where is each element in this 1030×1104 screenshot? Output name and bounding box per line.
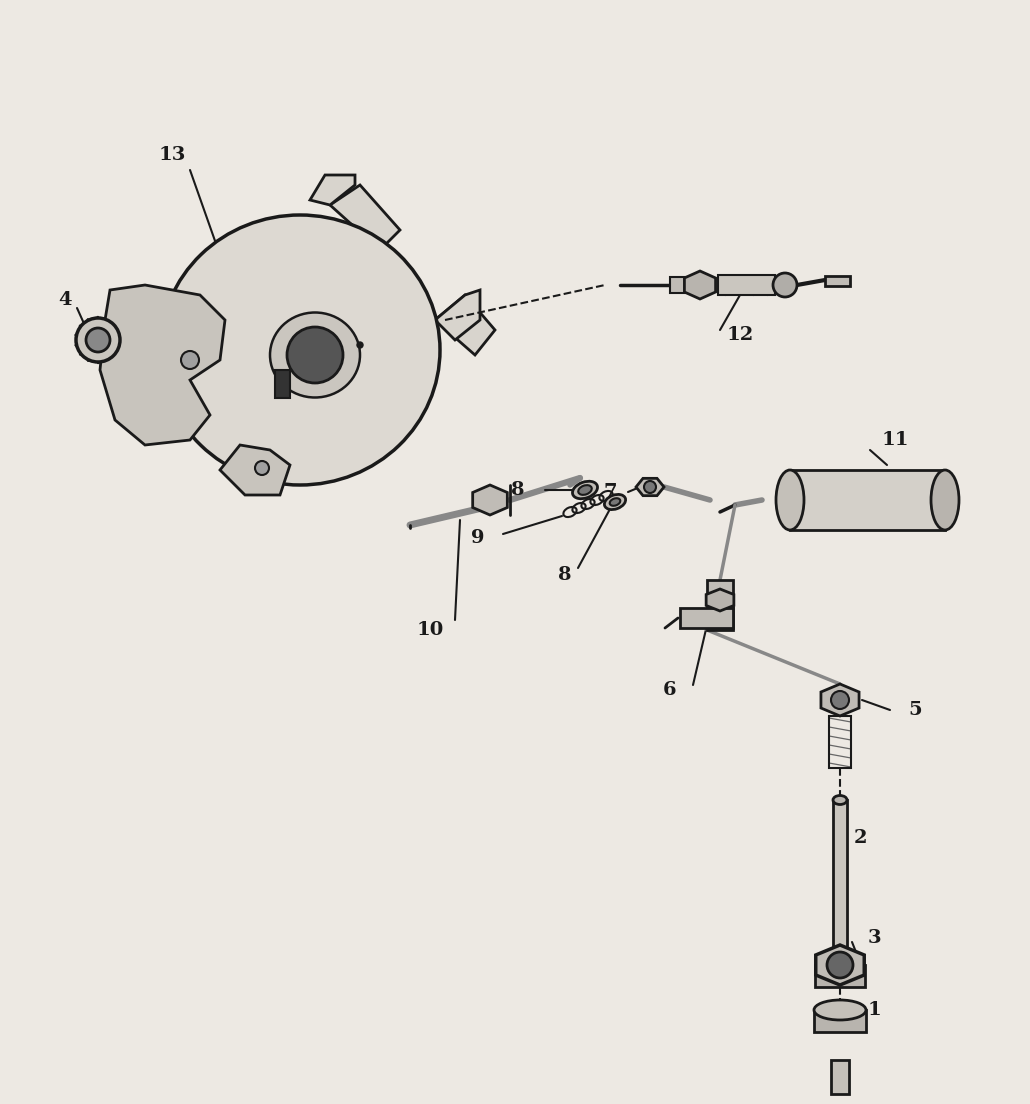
Text: 13: 13 bbox=[159, 146, 185, 164]
Ellipse shape bbox=[573, 481, 597, 499]
Circle shape bbox=[357, 342, 363, 348]
Polygon shape bbox=[833, 800, 847, 960]
Text: 5: 5 bbox=[908, 701, 922, 719]
Circle shape bbox=[831, 691, 849, 709]
Circle shape bbox=[255, 461, 269, 475]
Ellipse shape bbox=[610, 498, 620, 506]
Text: 4: 4 bbox=[59, 291, 72, 309]
Polygon shape bbox=[821, 684, 859, 716]
Ellipse shape bbox=[833, 796, 847, 805]
Polygon shape bbox=[707, 580, 733, 630]
Circle shape bbox=[181, 351, 199, 369]
Text: 11: 11 bbox=[882, 431, 908, 449]
Polygon shape bbox=[680, 608, 733, 628]
Polygon shape bbox=[814, 1010, 866, 1032]
Polygon shape bbox=[435, 295, 495, 355]
Polygon shape bbox=[831, 1060, 849, 1094]
Text: 12: 12 bbox=[726, 326, 754, 344]
Polygon shape bbox=[435, 290, 480, 340]
Polygon shape bbox=[330, 185, 400, 250]
Circle shape bbox=[644, 481, 656, 493]
Polygon shape bbox=[670, 277, 700, 293]
Circle shape bbox=[772, 273, 797, 297]
Polygon shape bbox=[636, 478, 664, 496]
Polygon shape bbox=[816, 945, 864, 985]
Ellipse shape bbox=[160, 215, 440, 485]
Ellipse shape bbox=[931, 470, 959, 530]
Polygon shape bbox=[825, 276, 850, 286]
Ellipse shape bbox=[776, 470, 804, 530]
Text: 3: 3 bbox=[867, 928, 881, 947]
Polygon shape bbox=[718, 275, 775, 295]
Polygon shape bbox=[707, 590, 733, 611]
Text: 10: 10 bbox=[416, 620, 444, 639]
Polygon shape bbox=[815, 965, 865, 987]
Polygon shape bbox=[473, 485, 508, 514]
Ellipse shape bbox=[605, 495, 625, 510]
Circle shape bbox=[76, 318, 121, 362]
Circle shape bbox=[287, 327, 343, 383]
Text: 1: 1 bbox=[867, 1001, 881, 1019]
Polygon shape bbox=[275, 370, 290, 399]
Ellipse shape bbox=[578, 485, 592, 495]
Text: 2: 2 bbox=[853, 829, 867, 847]
Circle shape bbox=[827, 952, 853, 978]
Polygon shape bbox=[684, 270, 716, 299]
Circle shape bbox=[85, 328, 110, 352]
Text: 9: 9 bbox=[472, 529, 485, 546]
Polygon shape bbox=[220, 445, 290, 495]
Polygon shape bbox=[790, 470, 945, 530]
Text: 8: 8 bbox=[511, 481, 524, 499]
Text: 8: 8 bbox=[558, 566, 572, 584]
Text: 7: 7 bbox=[604, 484, 617, 501]
Polygon shape bbox=[310, 176, 355, 205]
Text: 6: 6 bbox=[663, 681, 677, 699]
Ellipse shape bbox=[270, 312, 360, 397]
Ellipse shape bbox=[814, 1000, 866, 1020]
Polygon shape bbox=[100, 285, 225, 445]
